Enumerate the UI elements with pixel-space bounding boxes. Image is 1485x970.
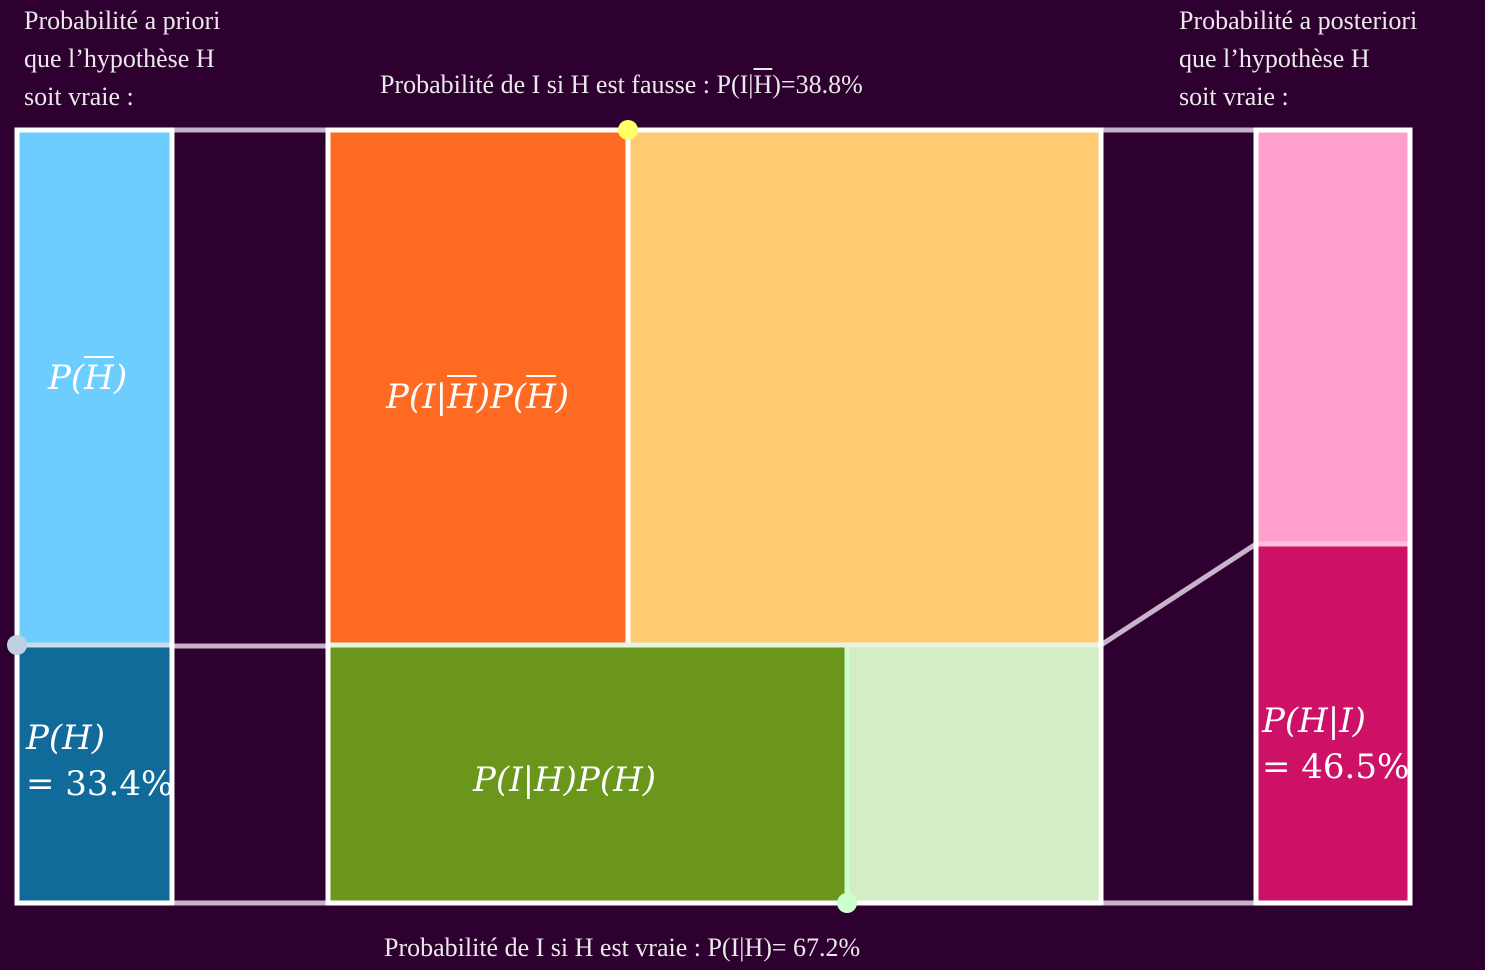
joint-not-h-without-i xyxy=(628,130,1101,645)
joint-h-without-i xyxy=(847,645,1101,903)
top-caption-suffix: )=38.8% xyxy=(772,70,863,99)
prior-bar xyxy=(14,127,175,906)
posterior-caption: Probabilité a posteriori que l’hypothèse… xyxy=(1179,2,1417,116)
prior-caption-line-2: que l’hypothèse H xyxy=(24,44,215,73)
joint-not-h-a: P(I| xyxy=(386,377,448,417)
posterior-h-segment xyxy=(1256,544,1410,903)
prior-caption-line-1: Probabilité a priori xyxy=(24,6,221,35)
joint-frame xyxy=(325,127,1104,906)
p-not-h-var: H xyxy=(84,358,114,398)
top-caption-overlined: H xyxy=(753,70,773,99)
top-caption-prefix: Probabilité de I si H est fausse : P(I| xyxy=(380,70,754,99)
posterior-bar xyxy=(1253,127,1413,906)
posterior-caption-line-1: Probabilité a posteriori xyxy=(1179,6,1418,35)
prior-slider-handle[interactable] xyxy=(7,635,27,655)
posterior-frame xyxy=(1253,127,1413,906)
joint-not-h-with-i xyxy=(328,130,628,645)
likelihood-not-h-caption: Probabilité de I si H est fausse : P(I|H… xyxy=(380,66,863,104)
prior-h-label: P(H) = 33.4% xyxy=(26,715,173,807)
p-h-value: = 33.4% xyxy=(26,764,174,804)
p-not-h-open: P( xyxy=(48,358,85,398)
likelihood-h-slider-handle[interactable] xyxy=(837,893,857,913)
posterior-h-label: P(H|I) = 46.5% xyxy=(1262,698,1409,790)
posterior-caption-line-3: soit vraie : xyxy=(1179,82,1289,111)
prior-caption-line-3: soit vraie : xyxy=(24,82,134,111)
likelihood-not-h-slider-handle[interactable] xyxy=(618,120,638,140)
p-h-given-i-text: P(H|I) xyxy=(1262,701,1366,741)
prior-h-segment xyxy=(17,645,172,903)
joint-not-h-label: P(I|H)P(H) xyxy=(386,374,569,420)
joint-h-label: P(I|H)P(H) xyxy=(473,760,656,800)
p-not-h-close: ) xyxy=(113,358,128,398)
joint-not-h-e: ) xyxy=(555,377,570,417)
posterior-not-h-segment xyxy=(1256,130,1410,544)
joint-not-h-c: )P( xyxy=(476,377,527,417)
prior-caption: Probabilité a priori que l’hypothèse H s… xyxy=(24,2,220,116)
connector-lines xyxy=(172,127,1258,906)
p-h-given-i-value: = 46.5% xyxy=(1262,747,1410,787)
joint-not-h-d: H xyxy=(526,377,556,417)
posterior-caption-line-2: que l’hypothèse H xyxy=(1179,44,1370,73)
posterior-diagonal-connector xyxy=(1099,541,1258,648)
joint-rectangle xyxy=(325,127,1104,906)
joint-h-with-i xyxy=(328,645,847,903)
prior-not-h-label: P(H) xyxy=(48,355,127,401)
prior-frame xyxy=(14,127,175,906)
prior-not-h-segment xyxy=(17,130,172,645)
p-h-text: P(H) xyxy=(26,718,106,758)
joint-not-h-b: H xyxy=(447,377,477,417)
likelihood-h-caption: Probabilité de I si H est vraie : P(I|H)… xyxy=(384,933,861,962)
